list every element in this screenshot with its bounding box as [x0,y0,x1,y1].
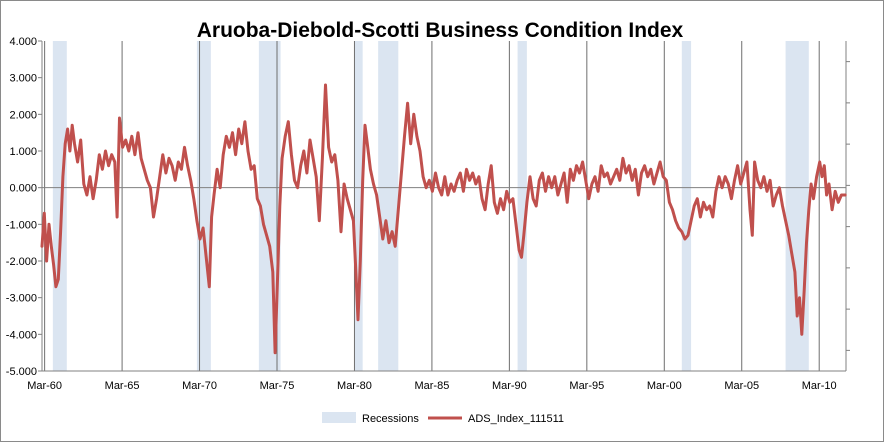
x-axis-ticks: Mar-60 Mar-65 Mar-70 Mar-75 Mar-80 Mar-85 Mar-… [27,380,836,392]
y-tick-label-3: 1.000 [9,146,37,158]
axes [41,41,847,372]
y-tick-label-7: -3.000 [6,293,37,305]
ads-index-line-group [40,83,847,355]
ads-index-line [40,83,847,355]
recession-band-2 [258,41,281,371]
y-tick-label-4: 0.000 [9,183,37,195]
x-tick-label-0: Mar-60 [27,380,62,392]
legend-ads-index-label: ADS_Index_111511 [468,413,564,425]
recession-band-5 [517,41,527,371]
x-tick-label-7: Mar-95 [569,380,604,392]
legend-recessions-label: Recessions [362,413,419,425]
y-tick-label-0: 4.000 [9,36,37,48]
y-tick-label-1: 3.000 [9,73,37,85]
recession-band-7 [785,41,809,371]
x-tick-label-9: Mar-05 [724,380,759,392]
y-tick-label-5: -1.000 [6,219,37,231]
x-tick-label-4: Mar-80 [337,380,372,392]
chart-title: Aruoba-Diebold-Scotti Business Condition… [197,19,684,42]
x-tick-label-6: Mar-90 [492,380,527,392]
y-tick-label-6: -2.000 [6,256,37,268]
recession-band-0 [52,41,67,371]
y-axis-ticks: 4.000 3.000 2.000 1.000 0.000 -1.000 -2.000 -3.… [6,36,850,378]
x-tick-label-8: Mar-00 [647,380,682,392]
x-tick-label-5: Mar-85 [414,380,449,392]
x-tick-label-2: Mar-70 [182,380,217,392]
recession-band-6 [681,41,692,371]
recession-band-3 [354,41,363,371]
legend: Recessions ADS_Index_111511 [322,412,564,425]
y-tick-label-8: -4.000 [6,329,37,341]
y-tick-label-9: -5.000 [6,366,37,378]
y-tick-label-2: 2.000 [9,109,37,121]
x-tick-label-10: Mar-10 [802,380,837,392]
x-tick-label-3: Mar-75 [260,380,295,392]
x-tick-label-1: Mar-65 [105,380,140,392]
legend-recessions-swatch [322,412,356,423]
recession-band-1 [196,41,211,371]
recession-band-4 [378,41,399,371]
